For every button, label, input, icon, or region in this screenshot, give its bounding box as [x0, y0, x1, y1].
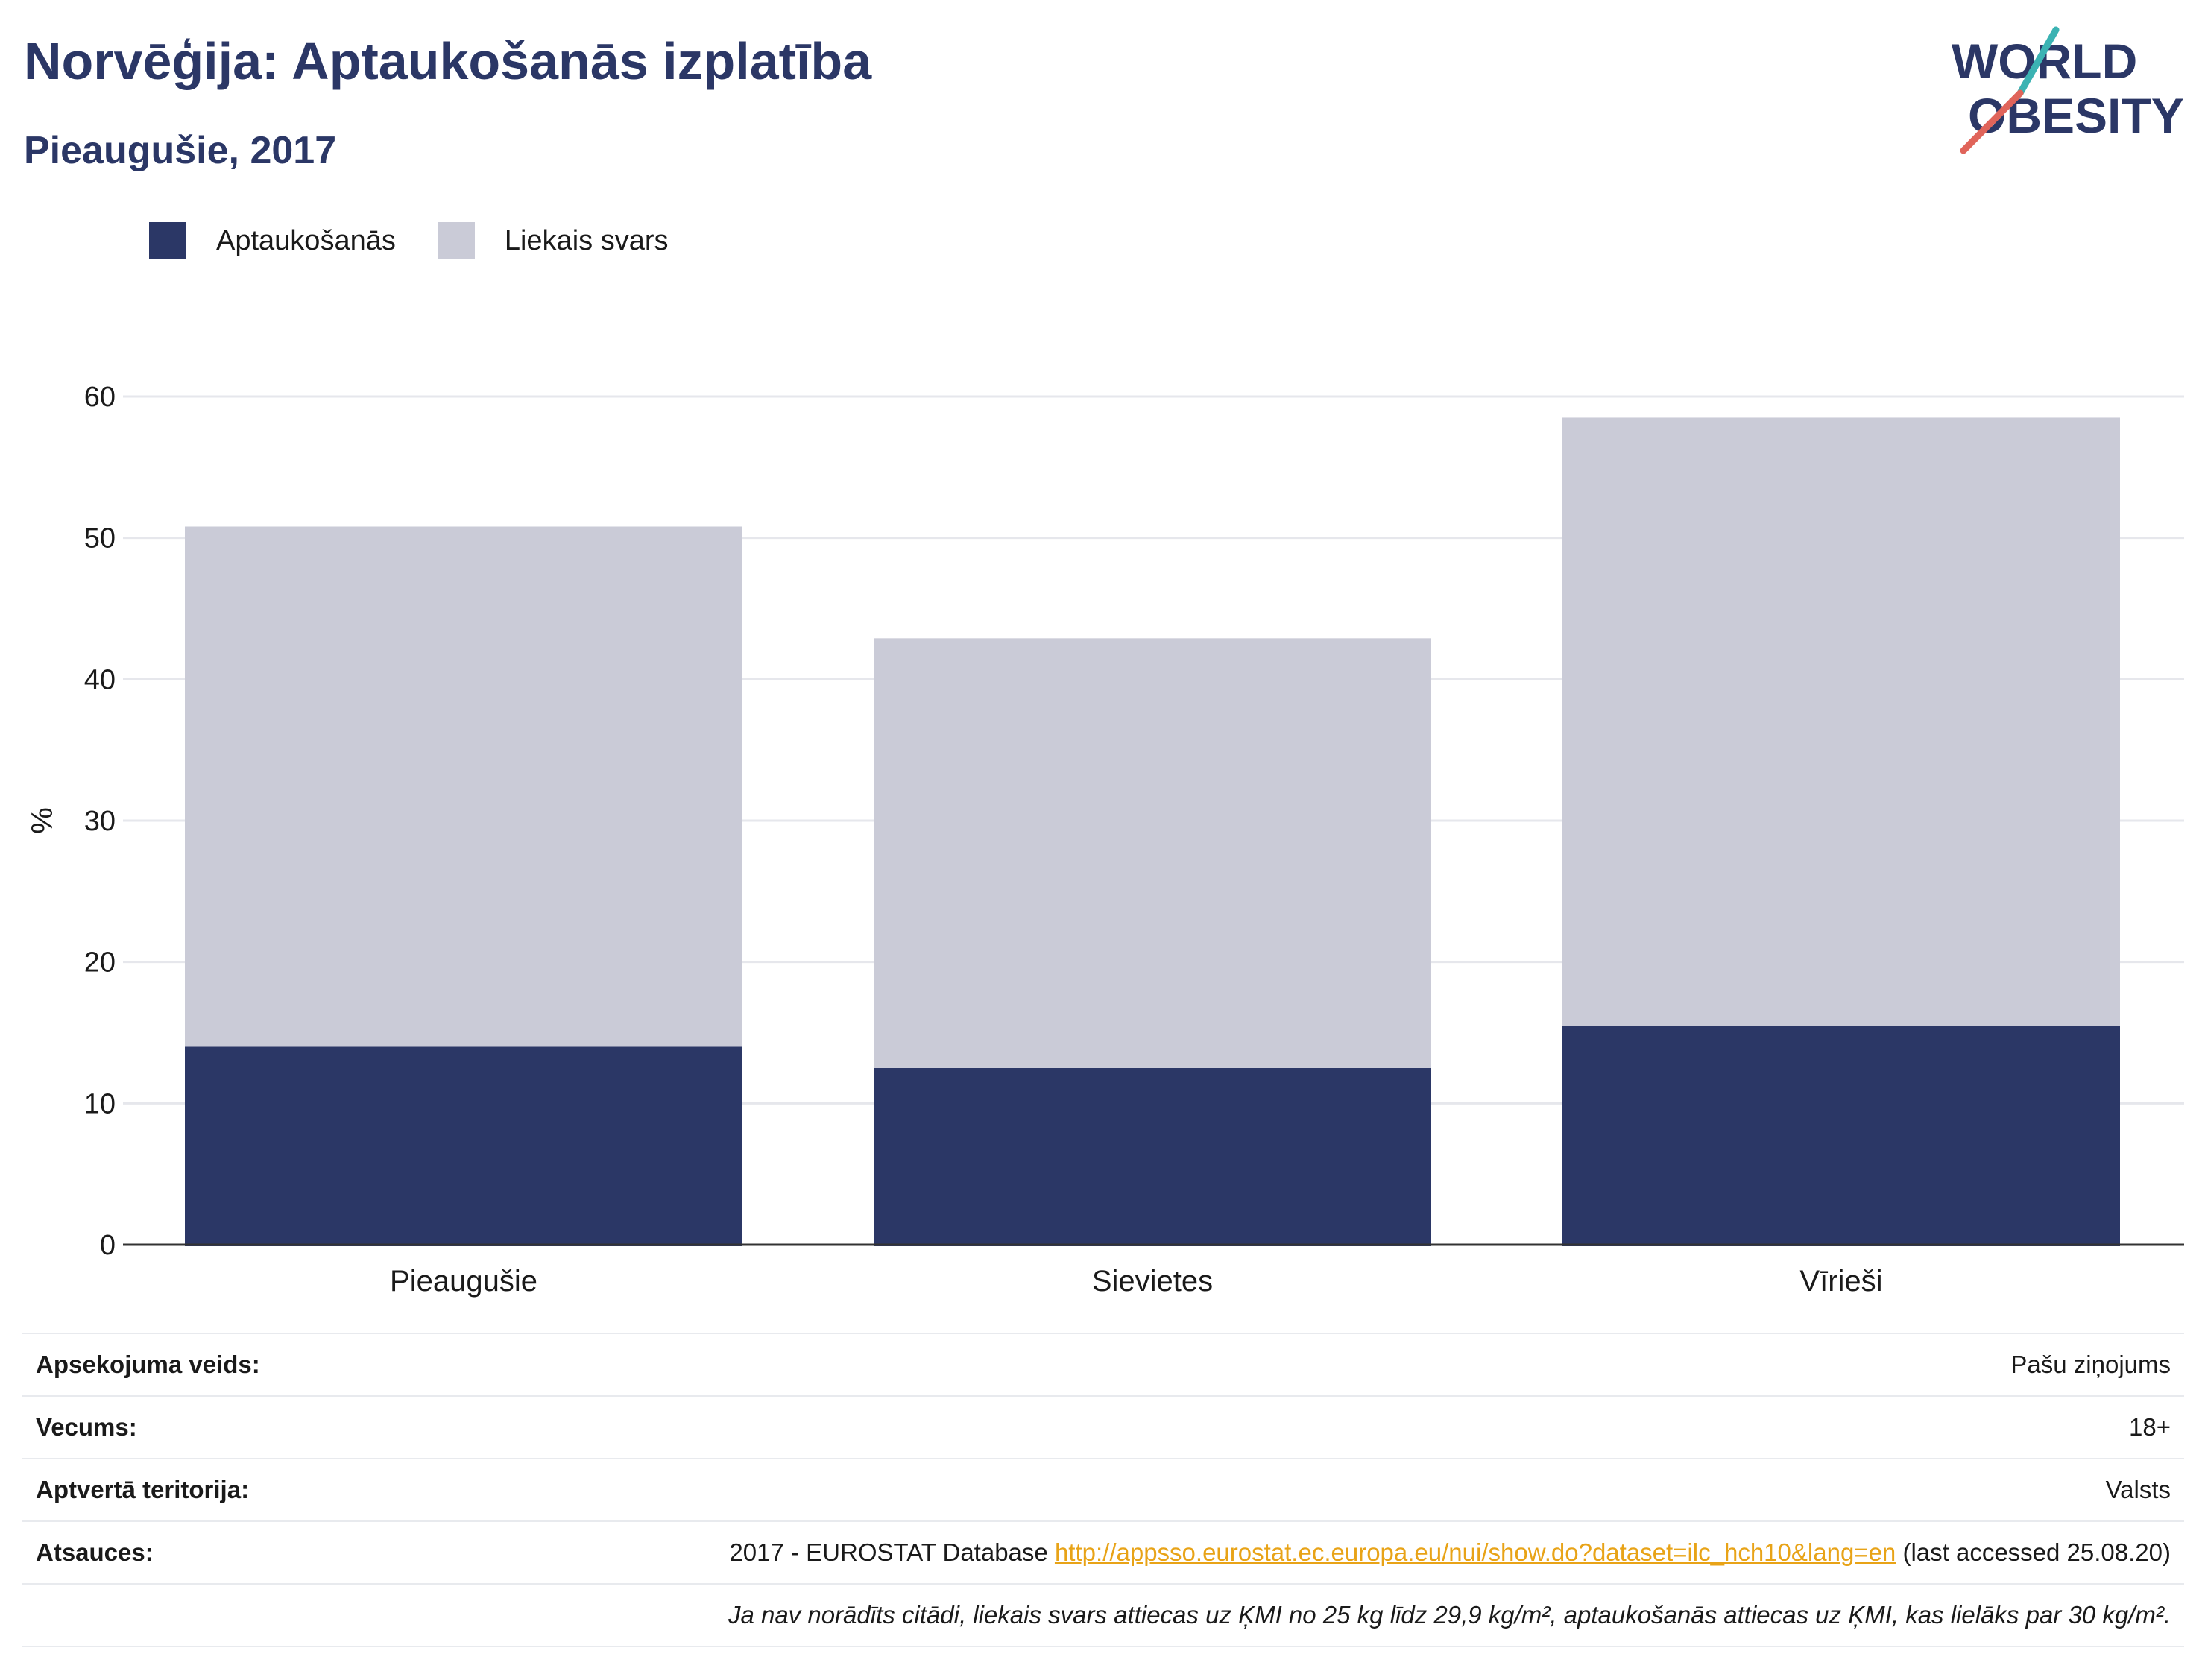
bar-obesity: [1562, 1026, 2120, 1246]
y-tick-label: 0: [100, 1230, 116, 1261]
info-row-note: Ja nav norādīts citādi, liekais svars at…: [22, 1583, 2184, 1647]
bar-overweight: [185, 526, 742, 1047]
stacked-bar-chart: 0 10 20 30 40 50 60% Pieaugušie Sievietes Vīrieši: [26, 382, 2184, 1298]
y-axis-label: %: [26, 807, 59, 834]
bar-overweight: [874, 638, 1431, 1068]
chart-legend: Aptaukošanās Liekais svars: [149, 222, 710, 259]
legend-swatch-obesity: [149, 222, 186, 259]
info-value: 18+: [338, 1395, 2184, 1459]
info-key: Vecums:: [22, 1395, 338, 1459]
info-value: Pašu ziņojums: [338, 1333, 2184, 1396]
legend-label-obesity: Aptaukošanās: [216, 224, 396, 256]
y-tick-label: 30: [84, 806, 116, 837]
info-key: Apsekojuma veids:: [22, 1333, 338, 1396]
info-row-coverage: Aptvertā teritorija: Valsts: [22, 1458, 2184, 1521]
info-row-sources: Atsauces: 2017 - EUROSTAT Database http:…: [22, 1520, 2184, 1584]
svg-text:OBESITY: OBESITY: [1968, 88, 2184, 143]
page-subtitle: Pieaugušie, 2017: [24, 129, 337, 172]
y-tick-label: 60: [84, 382, 116, 413]
sources-suffix: (last accessed 25.08.20): [1896, 1538, 2171, 1566]
info-key: Atsauces:: [22, 1520, 338, 1584]
info-value: Valsts: [338, 1458, 2184, 1521]
info-key: Aptvertā teritorija:: [22, 1458, 338, 1521]
bar-obesity: [185, 1046, 742, 1246]
info-row-age: Vecums: 18+: [22, 1395, 2184, 1459]
definition-note: Ja nav norādīts citādi, liekais svars at…: [338, 1583, 2184, 1647]
legend-label-overweight: Liekais svars: [504, 224, 669, 256]
legend-swatch-overweight: [437, 222, 475, 259]
sources-link[interactable]: http://appsso.eurostat.ec.europa.eu/nui/…: [1054, 1538, 1896, 1566]
y-tick-label: 40: [84, 664, 116, 695]
legend-item-overweight: Liekais svars: [437, 222, 669, 259]
bar-overweight: [1562, 417, 2120, 1026]
y-tick-label: 10: [84, 1088, 116, 1120]
info-value: 2017 - EUROSTAT Database http://appsso.e…: [338, 1520, 2184, 1584]
sources-prefix: 2017 - EUROSTAT Database: [729, 1538, 1055, 1566]
info-table: Apsekojuma veids: Pašu ziņojums Vecums: …: [22, 1333, 2184, 1647]
y-tick-label: 20: [84, 947, 116, 979]
legend-item-obesity: Aptaukošanās: [149, 222, 396, 259]
x-tick-label: Vīrieši: [1799, 1265, 1882, 1298]
svg-text:WORLD: WORLD: [1952, 34, 2137, 89]
page-title: Norvēģija: Aptaukošanās izplatība: [24, 32, 872, 90]
info-row-survey-type: Apsekojuma veids: Pašu ziņojums: [22, 1333, 2184, 1396]
y-tick-label: 50: [84, 523, 116, 555]
x-tick-label: Pieaugušie: [390, 1265, 537, 1298]
bar-obesity: [874, 1067, 1431, 1246]
x-tick-label: Sievietes: [1092, 1265, 1213, 1298]
world-obesity-logo: WORLD OBESITY: [1952, 26, 2184, 154]
